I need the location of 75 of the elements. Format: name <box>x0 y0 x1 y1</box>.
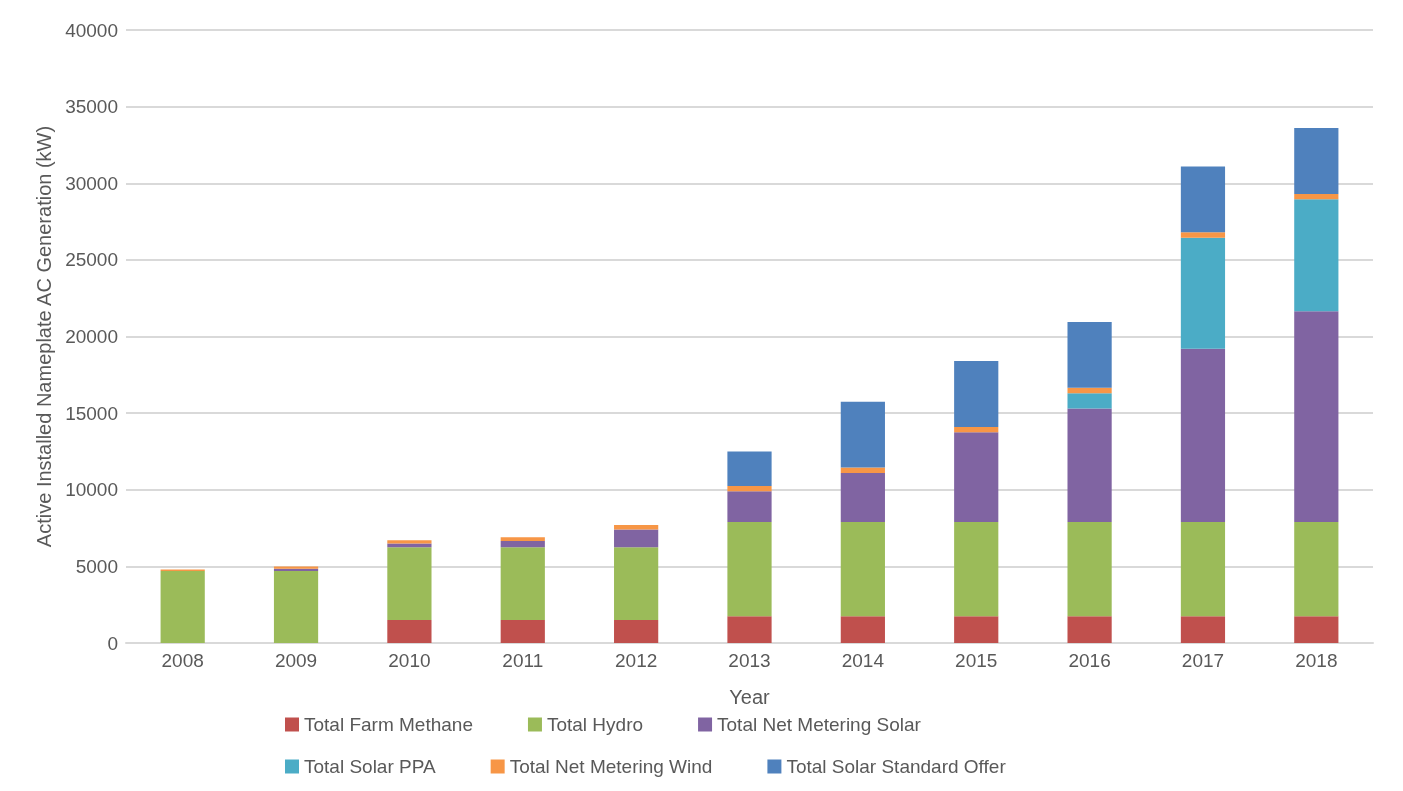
bar <box>727 616 772 643</box>
y-tick-label: 40000 <box>65 19 118 41</box>
x-tick-label: 2011 <box>502 650 544 671</box>
legend-label: Total Hydro <box>546 714 644 735</box>
bar <box>387 547 432 621</box>
bar <box>954 426 999 433</box>
y-tick-label: 10000 <box>65 479 118 501</box>
bar <box>1067 393 1112 409</box>
y-tick-label: 20000 <box>65 326 118 347</box>
y-tick-label: 30000 <box>65 172 118 194</box>
bar <box>727 491 772 522</box>
bar <box>387 620 432 643</box>
bar <box>1294 616 1339 643</box>
legend-label: Total Net Metering Wind <box>509 756 713 777</box>
bar <box>1180 348 1226 522</box>
legend-label: Total Solar PPA <box>304 756 436 777</box>
bar <box>1067 321 1112 388</box>
x-axis-title: Year <box>729 686 771 708</box>
bar <box>840 616 885 643</box>
bar <box>1067 408 1112 522</box>
bar <box>1067 387 1112 394</box>
bar <box>954 521 999 617</box>
bar <box>1180 232 1226 238</box>
bar <box>614 525 659 530</box>
bar <box>1067 521 1112 617</box>
bar <box>500 547 545 621</box>
bar <box>1180 237 1226 349</box>
bar <box>1294 193 1339 200</box>
y-tick-label: 15000 <box>65 402 118 424</box>
bar <box>1180 521 1226 617</box>
bar <box>1067 616 1112 643</box>
y-tick-label: 0 <box>107 632 118 654</box>
bar <box>840 472 885 522</box>
x-tick-label: 2016 <box>1068 650 1111 671</box>
x-tick-label: 2015 <box>955 650 998 671</box>
bar <box>727 521 772 617</box>
x-tick-label: 2013 <box>728 650 771 671</box>
bar <box>387 540 432 544</box>
bar <box>1180 616 1226 643</box>
bar <box>727 485 772 492</box>
bar <box>727 451 772 486</box>
bar <box>500 620 545 643</box>
y-axis-title: Active Installed Nameplate AC Generation (kW) <box>33 125 56 548</box>
legend-label: Total Farm Methane <box>304 714 473 735</box>
x-tick-label: 2018 <box>1295 650 1338 671</box>
x-tick-label: 2009 <box>274 650 318 671</box>
legend-label: Total Net Metering Solar <box>717 714 922 735</box>
bar <box>160 570 205 643</box>
y-tick-label: 5000 <box>75 555 118 577</box>
bar <box>840 521 885 617</box>
y-tick-label: 25000 <box>65 249 118 271</box>
bar <box>614 620 659 643</box>
bar <box>1180 166 1226 233</box>
bar <box>387 543 432 548</box>
bar <box>500 541 545 548</box>
bar <box>954 361 999 427</box>
x-tick-label: 2012 <box>615 650 658 671</box>
bar <box>273 570 319 643</box>
x-tick-label: 2010 <box>388 650 431 671</box>
bar <box>614 529 659 548</box>
bar <box>840 467 885 473</box>
legend-label: Total Solar Standard Offer <box>786 756 1007 777</box>
y-tick-label: 35000 <box>65 96 118 118</box>
bar <box>954 432 999 522</box>
bar <box>954 616 999 643</box>
x-tick-label: 2014 <box>841 650 885 671</box>
bar <box>614 547 659 621</box>
x-tick-label: 2008 <box>161 650 204 671</box>
bar <box>500 537 545 542</box>
bar <box>1294 128 1339 194</box>
bar <box>1294 311 1339 522</box>
bar <box>840 401 885 468</box>
bar <box>1294 199 1339 312</box>
x-tick-label: 2017 <box>1181 650 1225 671</box>
bar <box>1294 521 1339 617</box>
